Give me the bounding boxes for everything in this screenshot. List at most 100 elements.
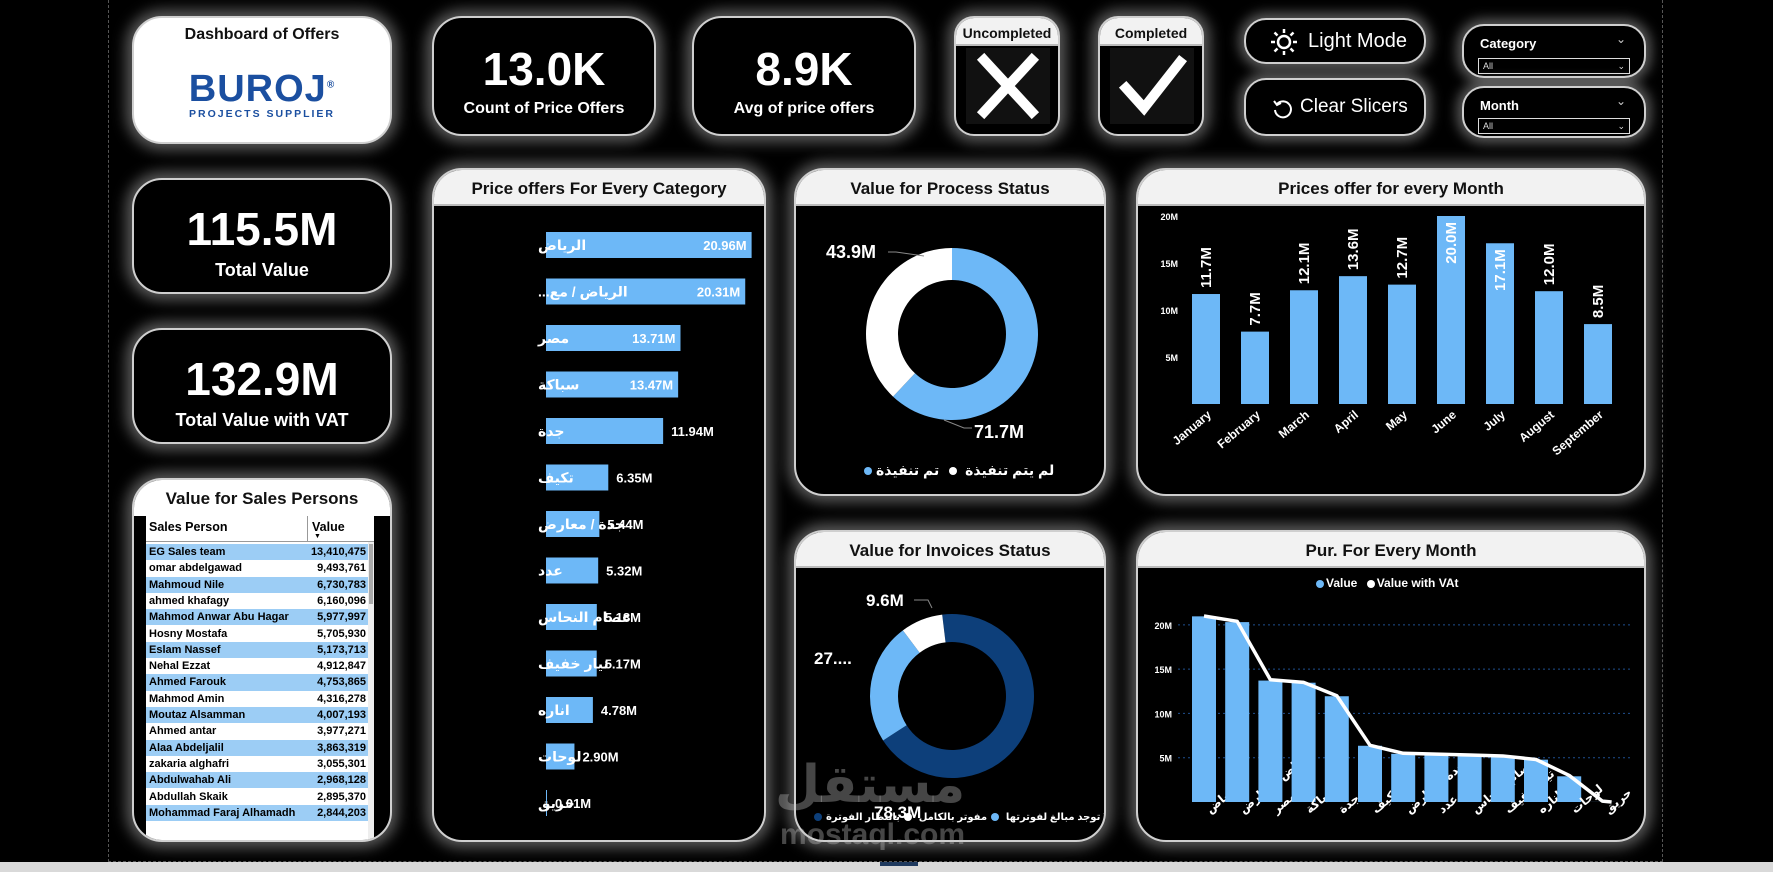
pur-chart-title: Pur. For Every Month — [1138, 532, 1644, 568]
category-bar — [546, 232, 752, 258]
table-row[interactable]: Hosny Mostafa 5,705,930 — [146, 625, 374, 642]
table-row[interactable]: Ahmed antar 3,977,271 — [146, 723, 374, 740]
category-label: لوحات — [538, 749, 581, 766]
month-dropdown[interactable]: All ⌄ — [1478, 118, 1630, 134]
donut-value-label: 9.6M — [866, 591, 904, 610]
legend-item-executed[interactable]: تم تنفيذة — [876, 462, 940, 478]
table-row[interactable]: EG Sales team 13,410,475 — [146, 544, 374, 561]
category-bar — [546, 790, 547, 816]
month-slicer[interactable]: Month ⌄ All ⌄ — [1462, 86, 1646, 138]
table-row[interactable]: Nehal Ezzat 4,912,847 — [146, 658, 374, 675]
category-bar — [546, 511, 600, 537]
sales-person-value: 4,912,847 — [317, 660, 366, 673]
month-bar — [1437, 216, 1465, 404]
column-header-sales-person[interactable]: Sales Person — [149, 520, 228, 534]
category-chart-card: Price offers For Every Category الرياض 20… — [432, 168, 766, 842]
pur-bar — [1358, 745, 1382, 802]
total-vat-label: Total Value with VAT — [175, 410, 349, 430]
legend-item-no-amounts[interactable]: لا توجد مبالغ لفوترتها — [1005, 812, 1106, 823]
table-row[interactable]: Abdulwahab Ali 2,968,128 — [146, 772, 374, 789]
chevron-down-icon[interactable]: ⌄ — [1615, 94, 1626, 108]
legend-item-value[interactable]: Value — [1326, 576, 1358, 590]
table-scrollbar[interactable] — [368, 542, 374, 840]
sort-desc-icon[interactable]: ▼ — [314, 533, 321, 540]
sales-person-value: 13,410,475 — [310, 546, 366, 558]
leader-line — [943, 419, 972, 429]
month-axis-label: July — [1481, 407, 1509, 433]
table-row[interactable]: Abdullah Skaik 2,895,370 — [146, 788, 374, 805]
category-slicer[interactable]: Category ⌄ All ⌄ — [1462, 24, 1646, 78]
bar-value-label: 17.1M — [1492, 249, 1509, 291]
category-label: اناره — [538, 702, 570, 718]
sales-person-value: 5,977,997 — [317, 611, 366, 624]
category-label: عدد — [538, 563, 563, 579]
legend-item-not-executed[interactable]: لم يتم تنفيذة — [965, 462, 1055, 478]
category-chart-title: Price offers For Every Category — [434, 170, 764, 206]
table-row[interactable]: Ahmed Farouk 4,753,865 — [146, 674, 374, 691]
category-bar — [546, 557, 599, 584]
legend-item-value-vat[interactable]: Value with VAt — [1376, 576, 1459, 590]
y-tick-label: 20M — [1154, 621, 1172, 631]
legend-dot — [903, 813, 912, 822]
table-row[interactable]: Alaa Abdeljalil 3,863,319 — [146, 739, 374, 756]
process-status-card: Value for Process Status 71.7M 43.9M لم ي… — [794, 168, 1106, 496]
uncompleted-label: Uncompleted — [956, 18, 1058, 46]
legend-dot — [949, 467, 958, 476]
month-axis-label: February — [1215, 407, 1264, 451]
table-row[interactable]: zakaria alghafri 3,055,301 — [146, 755, 374, 773]
sales-person-value: 4,007,193 — [317, 709, 366, 721]
bar-value-label: 12.0M — [1541, 243, 1558, 285]
legend-item-fully-invoiced[interactable]: مفوتر بالكامل — [918, 812, 988, 823]
month-axis-label: April — [1331, 408, 1361, 436]
sales-person-value: 5,705,930 — [317, 627, 366, 640]
sales-person-name: ahmed khafagy — [149, 594, 230, 607]
legend-dot — [1316, 579, 1324, 588]
clear-slicers-button[interactable]: Clear Slicers — [1244, 78, 1426, 136]
brand-tagline: PROJECTS SUPPLIER — [188, 108, 336, 120]
month-bar — [1535, 291, 1563, 404]
table-row[interactable]: Mohammad Faraj Alhamadh 2,844,203 — [146, 804, 374, 822]
bar-value-label: 13.47M — [630, 378, 673, 393]
pur-bar — [1192, 616, 1216, 802]
uncompleted-button[interactable]: Uncompleted — [954, 16, 1060, 136]
month-axis-label: August — [1516, 408, 1557, 445]
table-row[interactable]: ahmed khafagy 6,160,096 — [146, 592, 374, 610]
bar-value-label: 12.7M — [1394, 237, 1411, 279]
completed-button[interactable]: Completed — [1098, 16, 1204, 136]
y-tick-label: 10M — [1154, 709, 1172, 719]
bar-value-label: 20.31M — [697, 285, 740, 300]
donut-value-label: 71.7M — [974, 422, 1024, 442]
legend-item-awaiting-invoice[interactable]: بانتظار الفوترة — [826, 812, 900, 823]
sales-person-value: 5,173,713 — [317, 643, 366, 656]
table-row[interactable]: Mahmod Anwar Abu Hagar 5,977,997 — [146, 609, 374, 626]
pur-chart-card: Pur. For Every Month Value Value with VA… — [1136, 530, 1646, 842]
sales-person-value: 2,895,370 — [317, 790, 366, 803]
category-bar — [546, 697, 593, 723]
scrollbar-thumb[interactable] — [369, 544, 373, 604]
dashboard-title: Dashboard of Offers — [184, 26, 340, 43]
bar-value-label: 13.71M — [632, 331, 675, 346]
pur-bar — [1490, 756, 1515, 802]
legend-dot — [1366, 579, 1375, 588]
table-row[interactable]: omar abdelgawad 9,493,761 — [146, 560, 374, 577]
table-row[interactable]: Eslam Nassef 5,173,713 — [146, 641, 374, 659]
leader-line — [914, 599, 933, 609]
category-label: تكيف — [538, 470, 574, 486]
avg-offers-value: 8.9K — [755, 43, 853, 95]
table-header: Sales Person Value ▼ — [146, 516, 374, 542]
light-mode-button[interactable]: Light Mode — [1244, 18, 1426, 64]
table-row[interactable]: Moutaz Alsamman 4,007,193 — [146, 707, 374, 724]
category-label: الرياض — [538, 237, 586, 254]
sales-persons-title: Value for Sales Persons — [134, 480, 390, 516]
table-row[interactable]: Mahmoud Nile 6,730,783 — [146, 576, 374, 593]
month-chart-title: Prices offer for every Month — [1138, 170, 1644, 206]
sales-person-name: Mahmod Anwar Abu Hagar — [149, 611, 289, 624]
sales-person-value: 9,493,761 — [317, 562, 366, 575]
chevron-down-icon[interactable]: ⌄ — [1615, 32, 1626, 46]
category-dropdown[interactable]: All ⌄ — [1478, 58, 1630, 74]
category-label: عصام النحاس — [538, 609, 631, 625]
watermark-arabic: مستقل — [775, 756, 966, 814]
active-tab-marker[interactable] — [880, 862, 918, 866]
column-header-value[interactable]: Value — [312, 520, 345, 534]
table-row[interactable]: Mahmod Amin 4,316,278 — [146, 690, 374, 707]
